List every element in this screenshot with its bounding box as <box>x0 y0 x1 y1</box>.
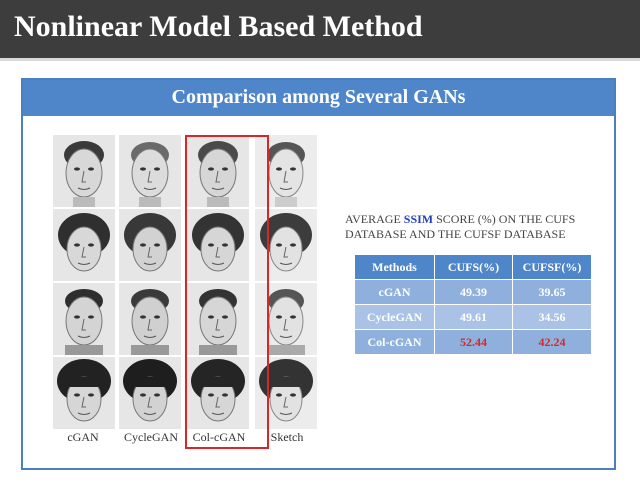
column-label-cgan: cGAN <box>67 430 99 444</box>
face-sketch-grid <box>53 135 323 431</box>
title-divider <box>0 58 640 61</box>
face-image <box>119 135 181 207</box>
table-header-row: Methods CUFS(%) CUFSF(%) <box>354 254 592 280</box>
table-cell: CycleGAN <box>354 304 435 330</box>
face-image <box>119 357 181 429</box>
face-image <box>53 209 115 281</box>
table-header: Methods <box>354 254 435 280</box>
face-image <box>187 135 249 207</box>
table-cell: 49.61 <box>434 304 513 330</box>
column-label-col-cgan: Col-cGAN <box>192 430 246 444</box>
caption-prefix: AVERAGE <box>345 212 404 226</box>
table-cell: 39.65 <box>512 279 592 305</box>
col-cgan-highlight <box>185 135 269 449</box>
column-label-sketch: Sketch <box>270 430 304 444</box>
table-cell: cGAN <box>354 279 435 305</box>
table-cell: 34.56 <box>512 304 592 330</box>
table-header: CUFSF(%) <box>512 254 592 280</box>
caption-ssim: SSIM <box>403 212 434 226</box>
face-image <box>53 283 115 355</box>
face-image <box>255 283 317 355</box>
panel-header: Comparison among Several GANs <box>23 80 614 116</box>
table-header: CUFS(%) <box>434 254 513 280</box>
title-bar: Nonlinear Model Based Method <box>0 0 640 58</box>
comparison-panel: Comparison among Several GANs <box>21 78 616 470</box>
face-image <box>187 357 249 429</box>
table-row: CycleGAN 49.61 34.56 <box>354 304 592 330</box>
table-row: Col-cGAN 52.44 42.24 <box>354 329 592 355</box>
face-image <box>255 135 317 207</box>
table-caption: AVERAGE SSIM SCORE (%) ON THE CUFS DATAB… <box>345 212 605 242</box>
ssim-results-table: Methods CUFS(%) CUFSF(%) cGAN 49.39 39.6… <box>354 254 592 355</box>
column-label-cyclegan: CycleGAN <box>124 430 178 444</box>
face-image <box>53 135 115 207</box>
table-cell: 49.39 <box>434 279 513 305</box>
face-image <box>119 209 181 281</box>
table-cell-highlight: 52.44 <box>434 329 513 355</box>
table-cell: Col-cGAN <box>354 329 435 355</box>
face-image <box>119 283 181 355</box>
panel-title: Comparison among Several GANs <box>171 86 466 108</box>
face-image <box>255 357 317 429</box>
face-image <box>187 283 249 355</box>
table-cell-highlight: 42.24 <box>512 329 592 355</box>
face-image <box>187 209 249 281</box>
slide-title: Nonlinear Model Based Method <box>14 10 423 43</box>
face-image <box>53 357 115 429</box>
table-row: cGAN 49.39 39.65 <box>354 279 592 305</box>
face-image <box>255 209 317 281</box>
caption-suffix: SCORE (%) ON THE CUFS DATABASE AND THE C… <box>345 212 576 241</box>
